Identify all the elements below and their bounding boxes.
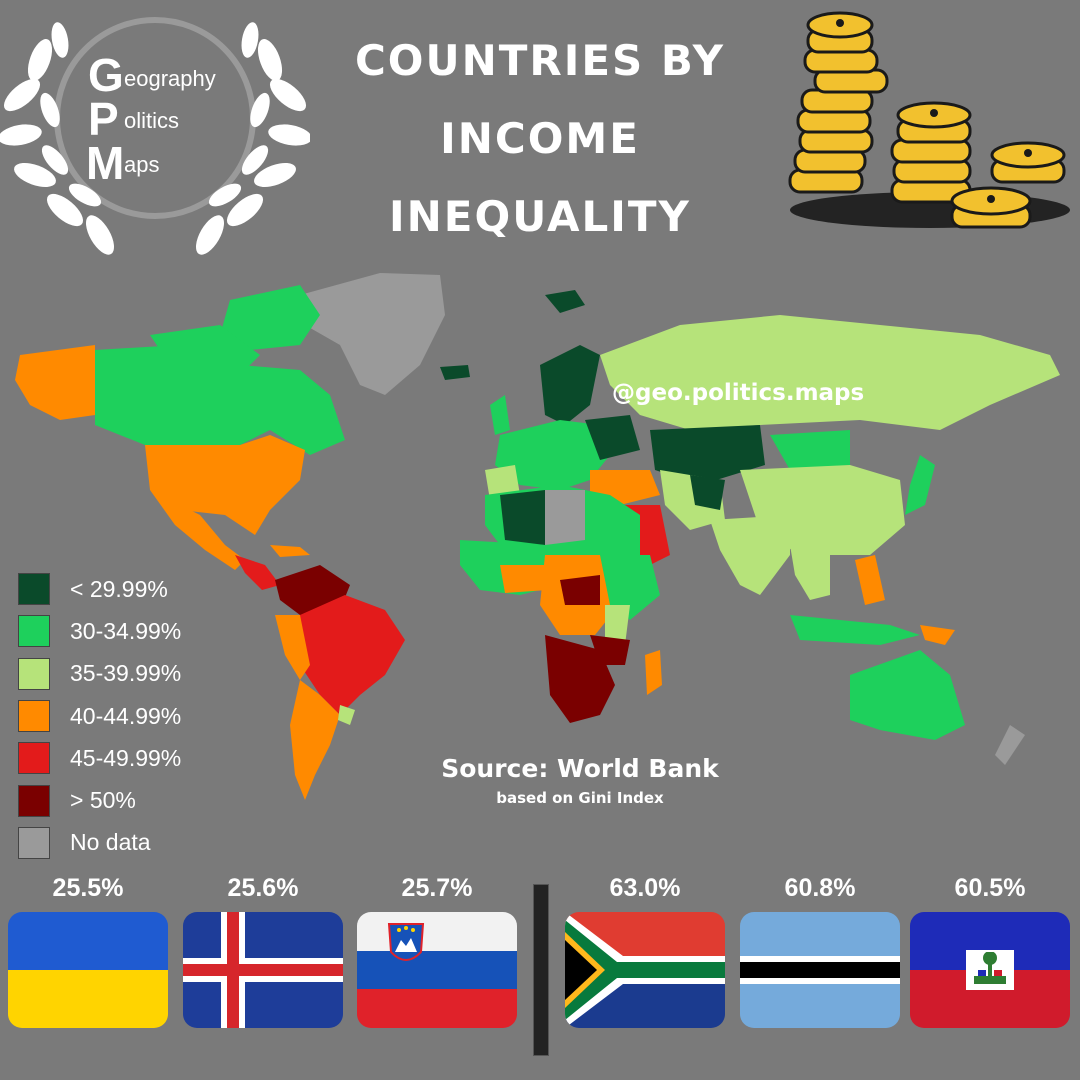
world-choropleth-map bbox=[15, 273, 1060, 800]
logo: G P M eography olitics aps bbox=[0, 0, 312, 260]
logo-letter-m: M bbox=[86, 137, 125, 189]
flag-south-africa-icon bbox=[565, 912, 725, 1028]
legend-label: 45-49.99% bbox=[70, 744, 182, 771]
coins-icon bbox=[788, 11, 1070, 229]
legend: < 29.99% 30-34.99% 35-39.99% 40-44.99% 4… bbox=[18, 568, 181, 864]
legend-swatch bbox=[18, 784, 50, 817]
legend-item: 40-44.99% bbox=[18, 695, 181, 737]
legend-swatch bbox=[18, 700, 50, 733]
flag-haiti-icon bbox=[910, 912, 1070, 1028]
argentina-chile bbox=[290, 680, 340, 800]
peru-bolivia bbox=[275, 615, 310, 680]
flag-botswana-icon bbox=[740, 912, 900, 1028]
legend-label: No data bbox=[70, 829, 151, 856]
source-sub: based on Gini Index bbox=[496, 789, 664, 807]
source-main: Source: World Bank bbox=[441, 754, 719, 783]
australia bbox=[850, 650, 965, 740]
divider bbox=[533, 884, 549, 1056]
scandinavia bbox=[540, 345, 600, 425]
flag-iceland-icon bbox=[183, 912, 343, 1028]
legend-swatch bbox=[18, 742, 50, 775]
title-line-2: INCOME bbox=[440, 114, 640, 163]
highest-value: 63.0% bbox=[609, 874, 681, 902]
legend-item: No data bbox=[18, 822, 181, 864]
southern-africa bbox=[545, 635, 615, 723]
legend-label: < 29.99% bbox=[70, 575, 168, 602]
alaska bbox=[15, 345, 95, 420]
eastern-europe bbox=[585, 415, 640, 460]
legend-item: < 29.99% bbox=[18, 568, 181, 610]
title-line-3: INEQUALITY bbox=[389, 192, 691, 241]
legend-swatch bbox=[18, 573, 50, 606]
legend-swatch bbox=[18, 615, 50, 648]
madagascar bbox=[645, 650, 662, 695]
legend-label: 40-44.99% bbox=[70, 702, 182, 729]
logo-letter-g: G bbox=[88, 49, 124, 101]
highest-value: 60.8% bbox=[784, 874, 856, 902]
greenland bbox=[300, 273, 445, 395]
legend-label: 35-39.99% bbox=[70, 660, 182, 687]
russia bbox=[600, 315, 1060, 430]
legend-item: 45-49.99% bbox=[18, 737, 181, 779]
legend-label: > 50% bbox=[70, 787, 136, 814]
logo-word-geography: eography bbox=[124, 66, 216, 91]
legend-item: 30-34.99% bbox=[18, 610, 181, 652]
lowest-value: 25.6% bbox=[227, 874, 299, 902]
page-title: COUNTRIES BY INCOME INEQUALITY bbox=[330, 22, 750, 256]
lowest-value: 25.7% bbox=[401, 874, 473, 902]
iceland bbox=[440, 365, 470, 380]
logo-word-maps: aps bbox=[124, 152, 160, 177]
central-america bbox=[235, 555, 280, 590]
legend-swatch bbox=[18, 826, 50, 859]
source-note: Source: World Bank based on Gini Index bbox=[430, 754, 730, 807]
canada bbox=[95, 345, 345, 455]
india bbox=[710, 515, 790, 595]
brazil bbox=[300, 595, 405, 715]
world-map bbox=[0, 255, 1080, 815]
flag-slovenia-icon bbox=[357, 912, 517, 1028]
east-africa bbox=[600, 555, 660, 620]
legend-label: 30-34.99% bbox=[70, 617, 182, 644]
watermark-handle: @geo.politics.maps bbox=[612, 380, 865, 406]
europe bbox=[495, 420, 610, 490]
canada-arctic bbox=[220, 285, 320, 350]
highest-value: 60.5% bbox=[954, 874, 1026, 902]
kazakhstan bbox=[650, 425, 765, 485]
legend-item: > 50% bbox=[18, 779, 181, 821]
coins-illustration bbox=[780, 5, 1080, 245]
logo-letter-p: P bbox=[88, 93, 119, 145]
legend-swatch bbox=[18, 657, 50, 690]
logo-word-politics: olitics bbox=[124, 108, 180, 133]
lowest-value: 25.5% bbox=[52, 874, 124, 902]
legend-item: 35-39.99% bbox=[18, 653, 181, 695]
mexico bbox=[150, 490, 245, 570]
title-line-1: COUNTRIES BY bbox=[354, 36, 726, 85]
laurel-wreath-icon bbox=[0, 17, 312, 255]
flag-ukraine-icon bbox=[8, 912, 168, 1028]
usa bbox=[145, 435, 305, 535]
